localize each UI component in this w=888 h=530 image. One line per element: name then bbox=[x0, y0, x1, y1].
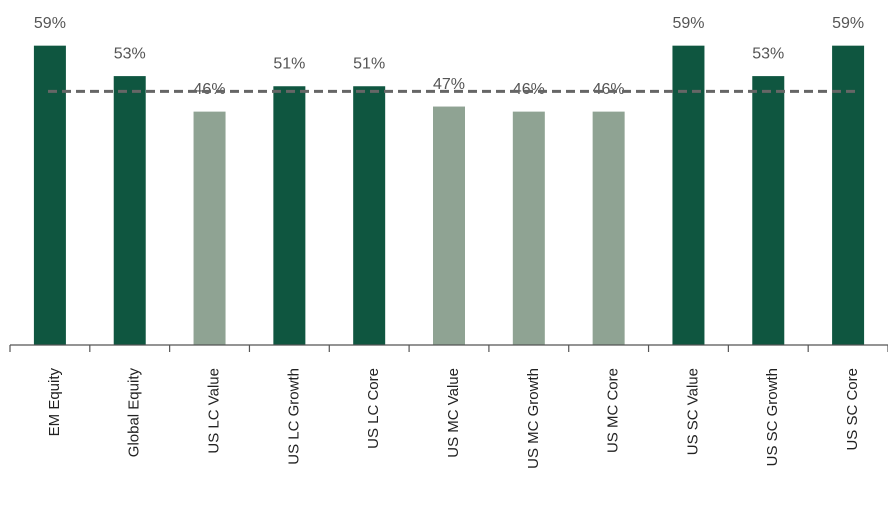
value-label: 59% bbox=[832, 15, 864, 32]
bar bbox=[592, 111, 625, 345]
bar bbox=[832, 45, 865, 345]
x-tick-label: EM Equity bbox=[46, 368, 63, 437]
bar bbox=[113, 76, 146, 346]
value-label: 46% bbox=[593, 81, 625, 98]
x-tick-label: US LC Value bbox=[206, 368, 223, 454]
value-label: 59% bbox=[34, 15, 66, 32]
x-tick-label: US MC Core bbox=[605, 368, 622, 453]
x-tick-label: US MC Growth bbox=[525, 368, 542, 469]
bar bbox=[193, 111, 226, 345]
bar bbox=[273, 86, 306, 345]
value-label: 46% bbox=[513, 81, 545, 98]
bar bbox=[512, 111, 545, 345]
value-label: 47% bbox=[433, 76, 465, 93]
x-tick-label: US LC Core bbox=[365, 368, 382, 449]
value-label: 51% bbox=[353, 55, 385, 72]
value-label: 51% bbox=[273, 55, 305, 72]
value-label: 53% bbox=[752, 45, 784, 62]
bar bbox=[353, 86, 386, 345]
x-tick-label: US SC Core bbox=[844, 368, 861, 451]
x-tick-label: Global Equity bbox=[126, 368, 143, 458]
bar bbox=[672, 45, 705, 345]
x-tick-label: US SC Growth bbox=[764, 368, 781, 466]
value-label: 53% bbox=[114, 45, 146, 62]
x-tick-label: US LC Growth bbox=[285, 368, 302, 465]
value-label: 59% bbox=[672, 15, 704, 32]
bar bbox=[433, 106, 465, 345]
bar bbox=[752, 76, 785, 346]
value-label: 46% bbox=[194, 81, 226, 98]
x-tick-label: US MC Value bbox=[445, 368, 462, 458]
x-tick-label: US SC Value bbox=[684, 368, 701, 455]
bar bbox=[33, 45, 66, 345]
